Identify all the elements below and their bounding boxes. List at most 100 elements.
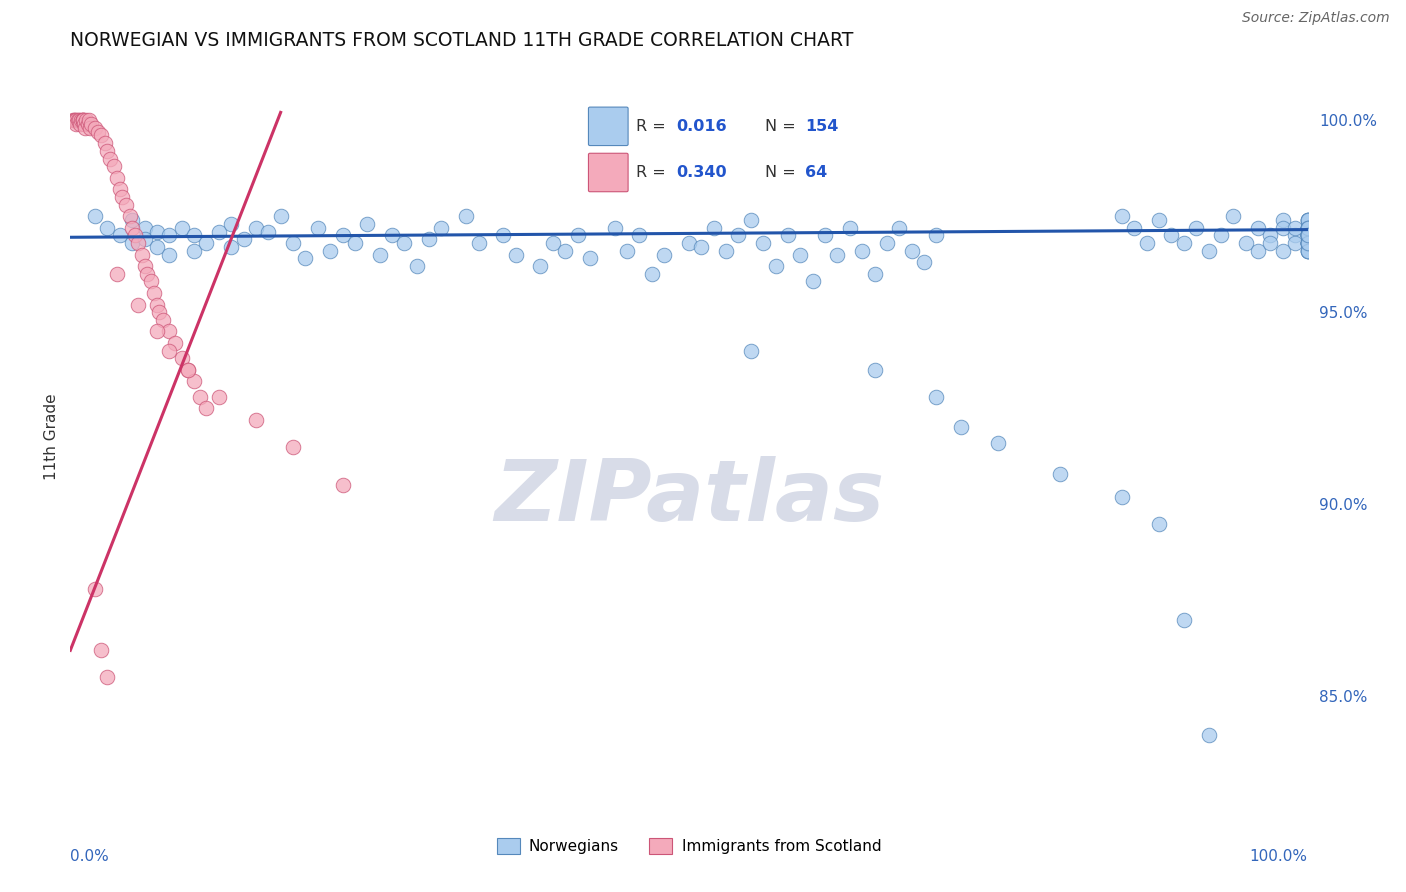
Point	[96, 144, 118, 158]
Point	[1160, 228, 1182, 243]
Y-axis label: 11th Grade: 11th Grade	[44, 393, 59, 481]
Point	[1296, 228, 1319, 243]
Point	[863, 267, 886, 281]
Point	[1296, 228, 1319, 243]
Point	[183, 375, 205, 389]
Point	[219, 217, 242, 231]
Point	[232, 232, 254, 246]
Point	[1296, 213, 1319, 227]
Point	[65, 113, 87, 128]
Text: ZIPatlas: ZIPatlas	[494, 456, 884, 539]
Point	[134, 259, 156, 273]
Point	[77, 113, 100, 128]
Text: R =: R =	[637, 119, 671, 134]
Text: N =: N =	[765, 119, 801, 134]
Point	[541, 235, 564, 250]
Point	[1296, 235, 1319, 250]
Point	[170, 220, 193, 235]
Point	[139, 275, 162, 289]
Point	[183, 244, 205, 258]
Point	[690, 240, 713, 254]
Point	[73, 117, 96, 131]
Point	[343, 235, 366, 250]
Point	[188, 390, 211, 404]
Point	[121, 213, 143, 227]
Point	[727, 228, 749, 243]
Point	[124, 228, 146, 243]
Point	[257, 225, 280, 239]
FancyBboxPatch shape	[589, 107, 628, 145]
Point	[1271, 244, 1294, 258]
Point	[115, 197, 138, 211]
Point	[157, 247, 180, 261]
Text: Source: ZipAtlas.com: Source: ZipAtlas.com	[1241, 11, 1389, 25]
Text: 100.0%: 100.0%	[1250, 849, 1308, 864]
Point	[1296, 220, 1319, 235]
Point	[75, 113, 97, 128]
Point	[307, 220, 329, 235]
Point	[108, 228, 131, 243]
Point	[69, 117, 91, 131]
Point	[418, 232, 440, 246]
Text: 0.016: 0.016	[676, 119, 727, 134]
Point	[170, 351, 193, 366]
Point	[134, 220, 156, 235]
Point	[84, 209, 107, 223]
Point	[1296, 228, 1319, 243]
Point	[183, 228, 205, 243]
Point	[1296, 228, 1319, 243]
Point	[1247, 244, 1270, 258]
Point	[1173, 235, 1195, 250]
Point	[740, 213, 762, 227]
Point	[368, 247, 391, 261]
Point	[195, 235, 218, 250]
Point	[1296, 235, 1319, 250]
Point	[157, 325, 180, 339]
Point	[1247, 220, 1270, 235]
Point	[1271, 220, 1294, 235]
Point	[579, 252, 602, 266]
FancyBboxPatch shape	[589, 153, 628, 192]
Point	[1296, 235, 1319, 250]
Point	[127, 235, 149, 250]
Point	[165, 335, 187, 350]
Point	[1049, 467, 1071, 481]
Legend: Norwegians, Immigrants from Scotland: Norwegians, Immigrants from Scotland	[491, 832, 887, 860]
Point	[108, 182, 131, 196]
Point	[111, 190, 134, 204]
Point	[152, 313, 174, 327]
Point	[1136, 235, 1159, 250]
Point	[1296, 235, 1319, 250]
Point	[219, 240, 242, 254]
Point	[72, 113, 94, 128]
Point	[146, 240, 169, 254]
Point	[863, 363, 886, 377]
Point	[1271, 213, 1294, 227]
Point	[1296, 220, 1319, 235]
Point	[67, 113, 90, 128]
Point	[1296, 235, 1319, 250]
Text: 154: 154	[804, 119, 838, 134]
Point	[950, 420, 973, 434]
Point	[1296, 244, 1319, 258]
Point	[72, 113, 94, 128]
Point	[456, 209, 478, 223]
Point	[281, 440, 304, 454]
Point	[332, 228, 354, 243]
Point	[208, 390, 231, 404]
Point	[814, 228, 837, 243]
Point	[925, 390, 948, 404]
Point	[98, 152, 121, 166]
Point	[1296, 235, 1319, 250]
Point	[65, 113, 87, 128]
Point	[1147, 213, 1170, 227]
Point	[134, 232, 156, 246]
Point	[554, 244, 576, 258]
Point	[105, 170, 128, 185]
Point	[1284, 220, 1306, 235]
Point	[1296, 220, 1319, 235]
Point	[177, 363, 200, 377]
Text: 0.0%: 0.0%	[70, 849, 110, 864]
Point	[65, 117, 87, 131]
Point	[652, 247, 675, 261]
